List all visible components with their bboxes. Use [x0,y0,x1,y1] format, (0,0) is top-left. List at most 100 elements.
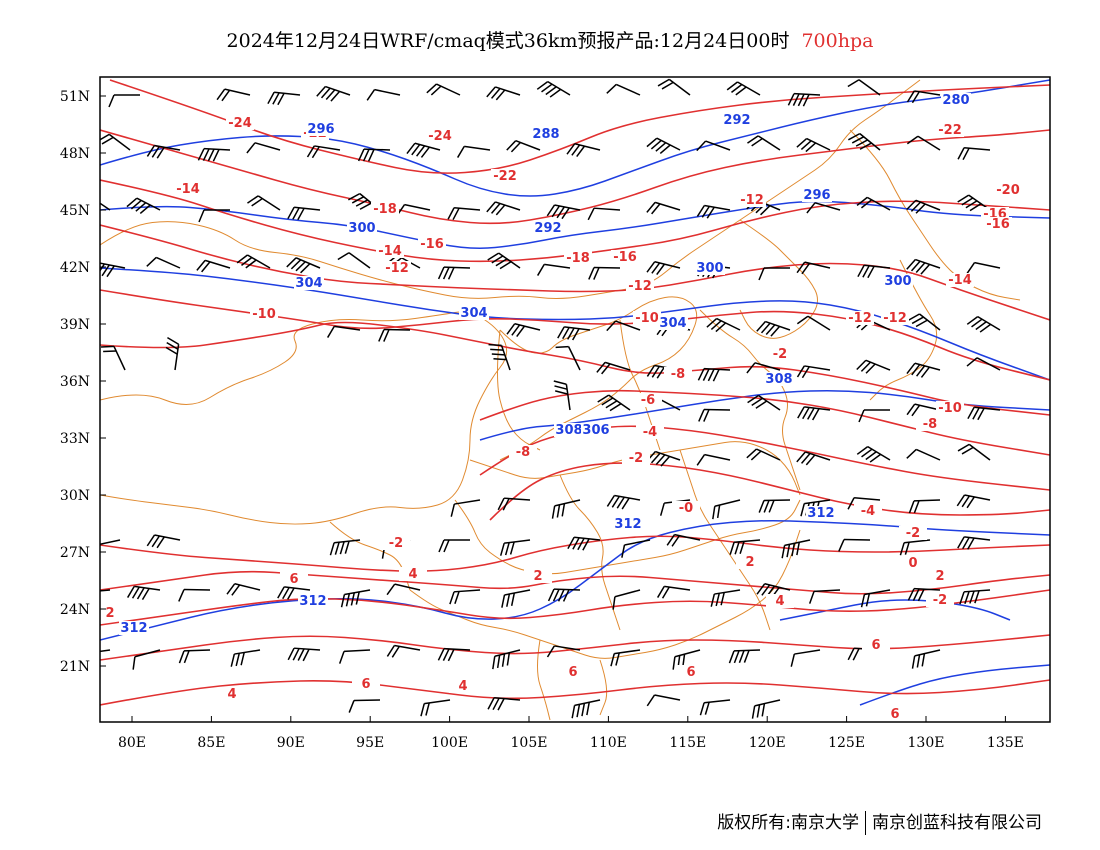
wind-barb [781,539,811,559]
temperature-label: 4 [408,567,417,582]
temperature-label-bg [766,594,794,608]
wind-barb [100,539,121,558]
temperature-label: -14 [378,244,402,259]
height-label-bg [119,621,149,635]
wind-barb [967,406,1001,421]
height-label: 304 [659,316,686,331]
wind-barb [906,199,941,214]
height-label: 312 [299,594,326,609]
wind-barb [357,148,391,162]
height-label-bg [613,517,643,531]
wind-barb [911,649,941,669]
wind-barb [501,589,531,608]
temperature-contour [489,462,1050,521]
height-label: 312 [120,621,147,636]
boundary-line [739,219,818,339]
wind-barb [696,140,731,152]
wind-barb [758,267,790,281]
temperature-contour [100,634,1050,661]
wind-barb [646,201,681,215]
wind-barb [698,408,731,422]
wind-barb [796,315,831,331]
wind-barb [797,406,831,421]
wind-barb [606,83,641,96]
wind-barb [449,589,481,605]
height-label-bg [581,423,611,437]
temperature-label-bg [677,665,705,679]
lat-tick-label: 42N [60,260,90,276]
wind-barb [488,343,511,371]
wind-barb [856,445,891,463]
wind-barb [796,261,831,275]
wind-barb [847,79,881,96]
temperature-label: -10 [635,311,659,326]
wind-barb [796,365,831,379]
temperature-label: -4 [643,425,657,440]
temperature-label: 4 [227,687,236,702]
wind-barb [247,195,281,211]
temperature-label-bg [738,193,766,207]
wind-barb [216,88,251,102]
height-label-bg [802,188,832,202]
wind-barb [699,699,731,716]
lon-tick-label: 100E [431,735,468,751]
wind-barb [957,443,991,461]
height-label: 292 [723,113,750,128]
wind-barb [906,90,941,104]
wind-barb [426,83,461,96]
wind-barb [787,92,821,107]
temperature-contour [100,321,1050,416]
temperature-label-bg [399,567,427,581]
height-label: 312 [614,517,641,532]
boundary-line [849,129,1021,301]
wind-barb [450,499,481,517]
wind-barbs [100,78,1001,719]
wind-barb [100,194,111,211]
lat-tick-label: 39N [60,317,90,333]
wind-barb [536,80,571,98]
temperature-label-bg [383,261,411,275]
wind-barb [746,448,781,461]
temperature-label-bg [491,169,519,183]
boundary-line [497,329,541,451]
wind-barb [536,263,571,276]
temperature-contour [479,425,1050,491]
temperature-label: -14 [948,273,972,288]
temperature-label: 6 [568,665,577,680]
temperature-label-bg [376,244,404,258]
wind-barb [487,696,521,711]
wind-barb [366,88,401,101]
height-label: 306 [582,423,609,438]
temperature-label-bg [382,536,410,550]
lat-tick-label: 30N [60,488,90,504]
wind-barb [486,86,521,101]
temperature-labels: -24-22-24-14-22-18-12-22-20-16-14-16-12-… [100,116,1022,722]
temperature-contour [100,179,1050,263]
height-label: 296 [307,122,334,137]
temperature-label: -2 [906,526,920,541]
temperature-label-bg [936,401,964,415]
copyright: 版权所有:南京大学 南京创蓝科技有限公司 [717,808,1042,835]
height-label: 296 [803,188,830,203]
temperature-label-bg [926,593,954,607]
boundary-line [329,521,411,591]
height-label-bg [806,506,836,520]
wind-barb [856,196,891,211]
temperature-label-bg [622,451,650,465]
wind-barb [506,322,541,338]
wind-barb [907,587,941,602]
height-contour [100,200,1050,249]
temperature-label: 2 [745,555,754,570]
wind-barb [277,586,311,600]
wind-barb [672,649,701,670]
wind-barb [547,588,581,602]
boundary-line [599,659,608,716]
temperature-contour [100,570,1050,595]
height-label-bg [306,122,336,136]
temperature-label-bg [862,638,890,652]
temperature-label-bg [634,393,662,407]
wind-barb [907,313,941,331]
wind-barb [646,450,681,467]
wind-barb [286,257,321,274]
